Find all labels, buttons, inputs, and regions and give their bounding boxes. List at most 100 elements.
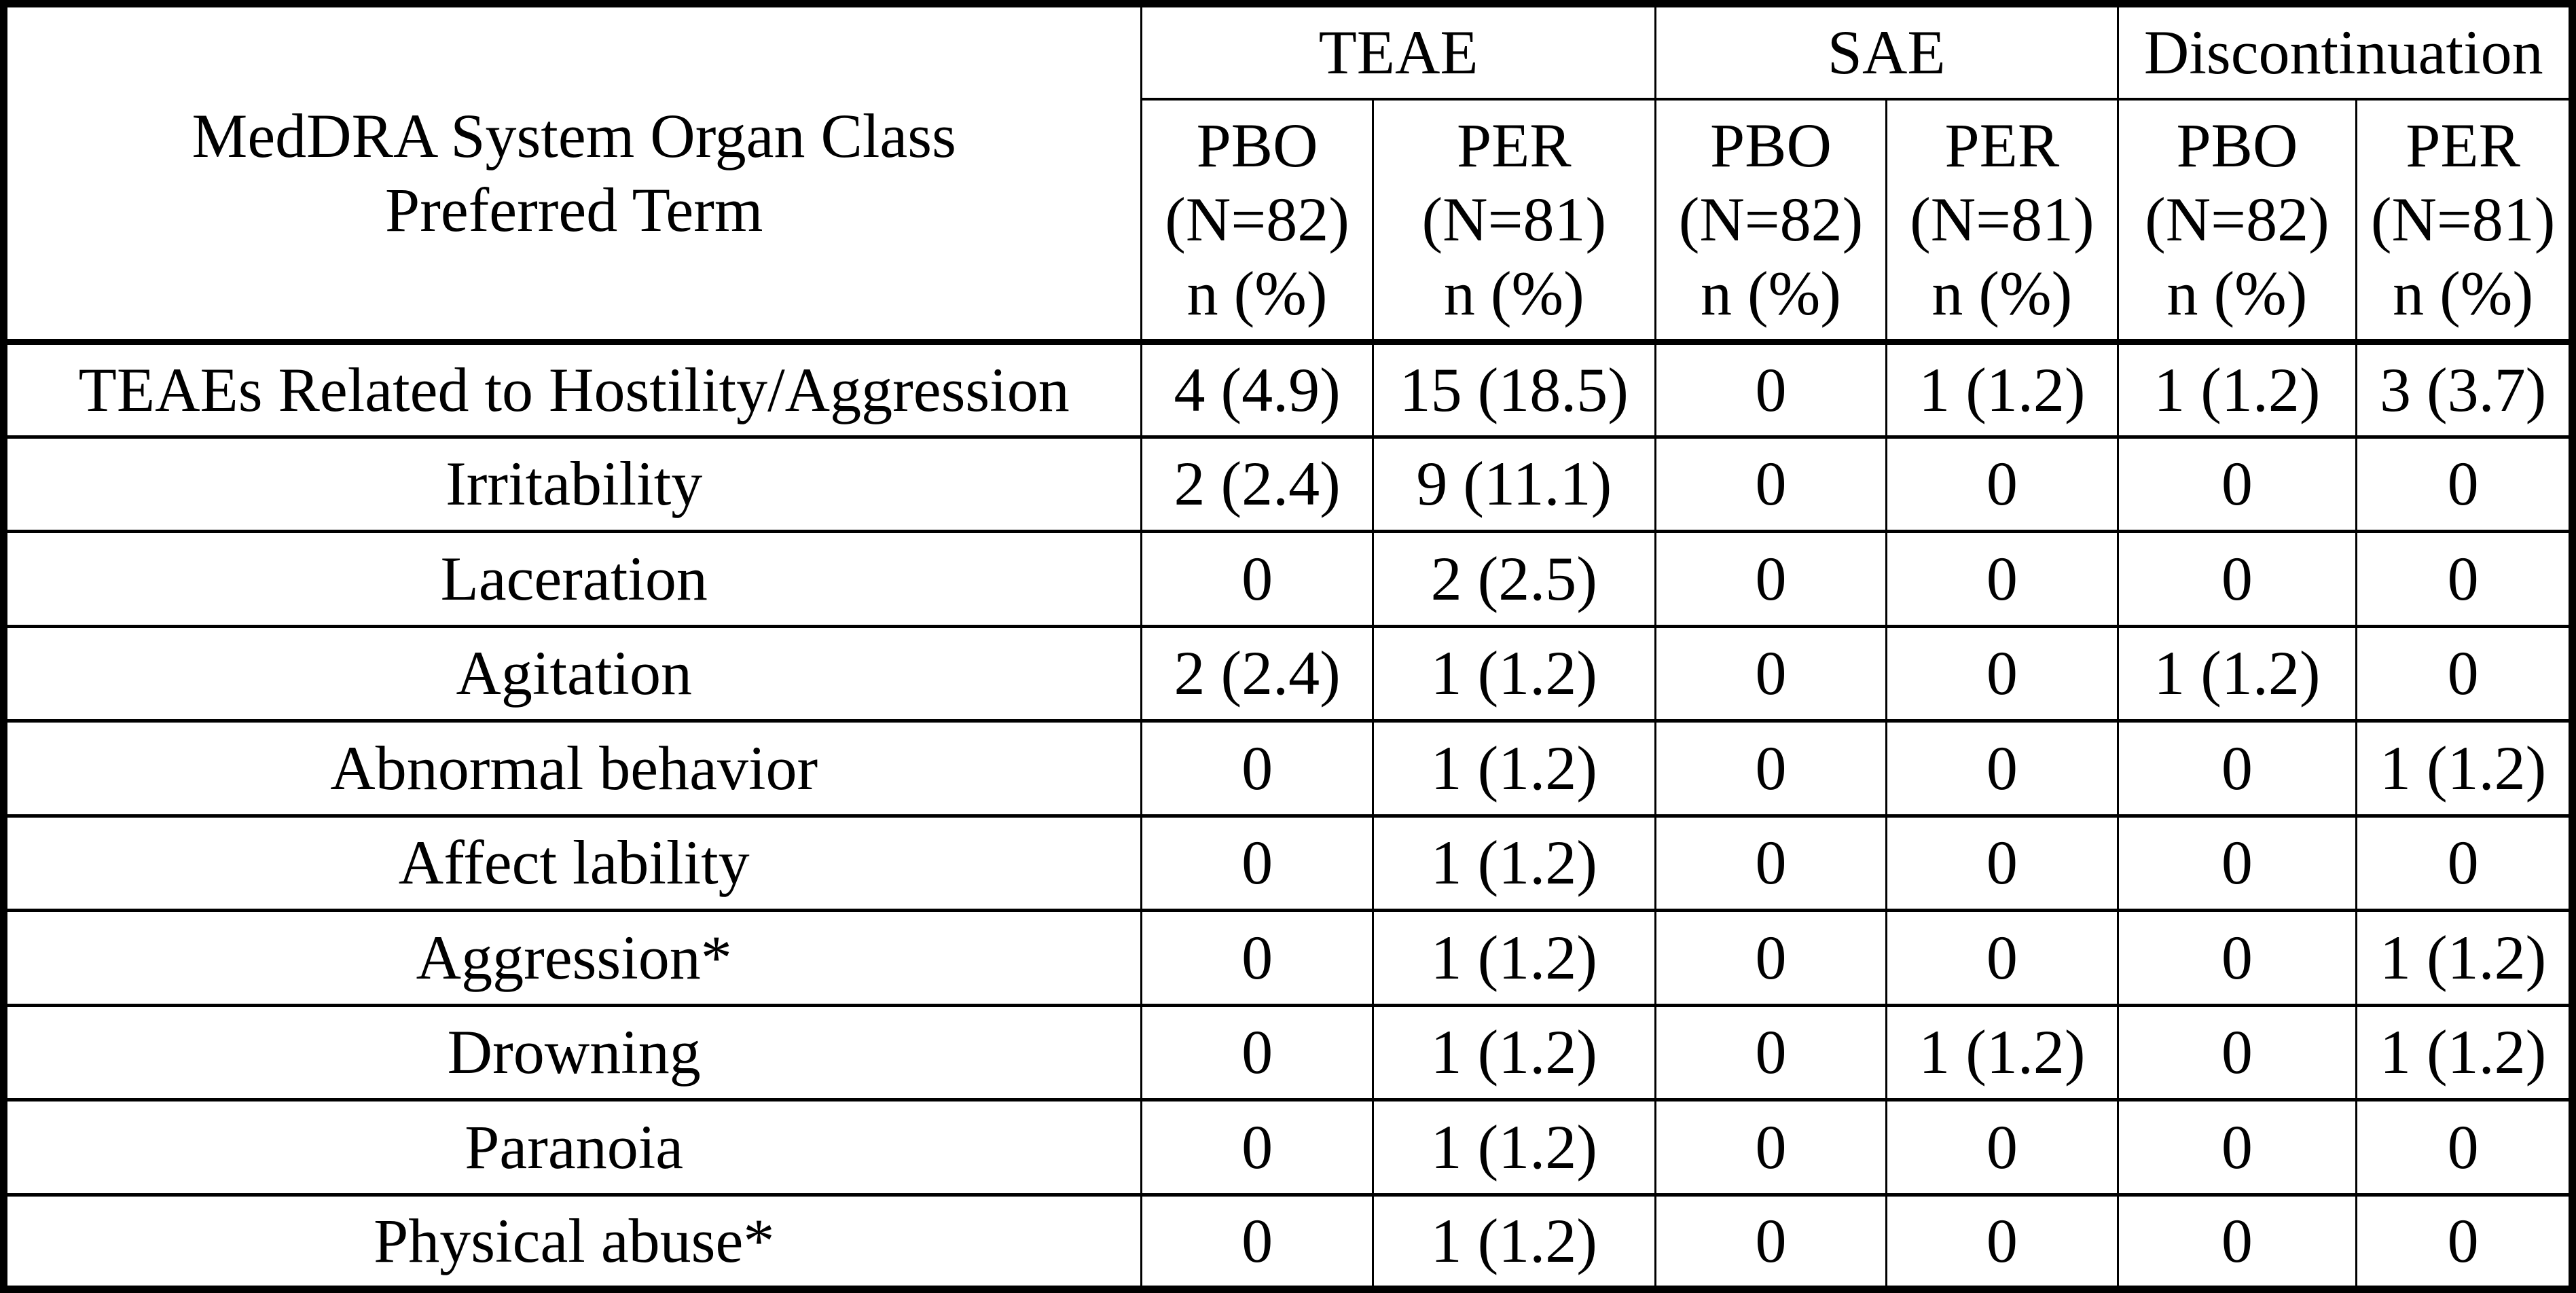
cell-teae-pbo: 0	[1140, 719, 1374, 818]
subcol-sae-per: PER (N=81) n (%)	[1885, 97, 2119, 345]
group-header-row: MedDRA System Organ Class Preferred Term…	[2, 2, 2574, 344]
cell-sae-per: 0	[1885, 1098, 2119, 1197]
cell-teae-per: 2 (2.5)	[1371, 530, 1656, 628]
subcol-arm: PBO	[1710, 111, 1832, 181]
cell-disc-per: 0	[2355, 435, 2573, 533]
cell-sae-pbo: 0	[1654, 1003, 1888, 1101]
cell-teae-pbo: 2 (2.4)	[1140, 435, 1374, 533]
table-row-agitation: Agitation 2 (2.4) 1 (1.2) 0 0 1 (1.2) 0	[2, 624, 2573, 723]
group-header-sae: SAE	[1654, 2, 2119, 101]
cell-sae-per: 1 (1.2)	[1885, 339, 2119, 439]
row-label: Physical abuse*	[2, 1192, 1143, 1291]
cell-sae-per: 0	[1885, 435, 2119, 533]
cell-sae-pbo: 0	[1654, 1192, 1888, 1291]
cell-teae-pbo: 0	[1140, 1003, 1374, 1101]
row-label: Abnormal behavior	[2, 719, 1143, 818]
subcol-n: (N=82)	[2145, 184, 2329, 254]
subcol-n: (N=82)	[1678, 184, 1864, 254]
table-row-irritability: Irritability 2 (2.4) 9 (11.1) 0 0 0 0	[2, 435, 2573, 533]
cell-teae-pbo: 0	[1140, 530, 1374, 628]
table-row-abnormal-behavior: Abnormal behavior 0 1 (1.2) 0 0 0 1 (1.2…	[2, 719, 2573, 818]
cell-disc-pbo: 1 (1.2)	[2116, 339, 2358, 439]
cell-teae-pbo: 0	[1140, 1098, 1374, 1197]
cell-disc-per: 0	[2355, 1192, 2573, 1291]
cell-disc-per: 0	[2355, 814, 2573, 912]
subcol-stat: n (%)	[1186, 258, 1328, 328]
subcol-arm: PBO	[1196, 111, 1318, 181]
table-row-affect-lability: Affect lability 0 1 (1.2) 0 0 0 0	[2, 814, 2573, 912]
row-label: Irritability	[2, 435, 1143, 533]
cell-disc-per: 3 (3.7)	[2355, 339, 2573, 439]
cell-disc-pbo: 1 (1.2)	[2116, 624, 2358, 723]
group-header-discontinuation: Discontinuation	[2116, 2, 2574, 101]
cell-disc-pbo: 0	[2116, 530, 2358, 628]
cell-teae-per: 1 (1.2)	[1371, 1192, 1656, 1291]
table-row-drowning: Drowning 0 1 (1.2) 0 1 (1.2) 0 1 (1.2)	[2, 1003, 2573, 1101]
corner-header-cell: MedDRA System Organ Class Preferred Term	[2, 2, 1143, 344]
cell-disc-per: 1 (1.2)	[2355, 909, 2573, 1007]
subcol-arm: PER	[2406, 111, 2520, 181]
subcol-stat: n (%)	[1443, 258, 1584, 328]
cell-sae-pbo: 0	[1654, 624, 1888, 723]
cell-sae-per: 1 (1.2)	[1885, 1003, 2119, 1101]
subcol-arm: PER	[1944, 111, 2060, 181]
subcol-stat: n (%)	[2166, 258, 2308, 328]
cell-sae-pbo: 0	[1654, 1098, 1888, 1197]
row-label: Aggression*	[2, 909, 1143, 1007]
subcol-arm: PER	[1456, 111, 1572, 181]
cell-sae-per: 0	[1885, 1192, 2119, 1291]
cell-disc-pbo: 0	[2116, 909, 2358, 1007]
row-label: TEAEs Related to Hostility/Aggression	[2, 339, 1143, 439]
subcol-arm: PBO	[2176, 111, 2298, 181]
subcol-n: (N=81)	[2370, 184, 2556, 254]
cell-sae-pbo: 0	[1654, 814, 1888, 912]
subcol-teae-per: PER (N=81) n (%)	[1371, 97, 1656, 345]
cell-teae-per: 9 (11.1)	[1371, 435, 1656, 533]
cell-sae-pbo: 0	[1654, 339, 1888, 439]
cell-disc-pbo: 0	[2116, 814, 2358, 912]
table-row-aggression: Aggression* 0 1 (1.2) 0 0 0 1 (1.2)	[2, 909, 2573, 1007]
sub-header-row: PBO (N=82) n (%) PER (N=81) n (%) PBO (N…	[4, 97, 2573, 345]
subcol-stat: n (%)	[2393, 258, 2534, 328]
cell-disc-per: 1 (1.2)	[2355, 1003, 2573, 1101]
subcol-disc-pbo: PBO (N=82) n (%)	[2116, 97, 2358, 345]
cell-teae-pbo: 4 (4.9)	[1140, 339, 1374, 439]
cell-sae-pbo: 0	[1654, 719, 1888, 818]
cell-disc-per: 0	[2355, 1098, 2573, 1197]
table-row-teaes-related: TEAEs Related to Hostility/Aggression 4 …	[2, 339, 2573, 439]
group-header-teae: TEAE	[1140, 2, 1656, 101]
cell-teae-pbo: 0	[1140, 814, 1374, 912]
cell-disc-pbo: 0	[2116, 719, 2358, 818]
cell-teae-pbo: 0	[1140, 909, 1374, 1007]
row-label: Paranoia	[2, 1098, 1143, 1197]
cell-teae-per: 15 (18.5)	[1371, 339, 1656, 439]
cell-teae-pbo: 0	[1140, 1192, 1374, 1291]
cell-disc-per: 0	[2355, 530, 2573, 628]
cell-disc-pbo: 0	[2116, 1003, 2358, 1101]
corner-header-line1: MedDRA System Organ Class	[192, 101, 956, 171]
row-label: Agitation	[2, 624, 1143, 723]
cell-sae-per: 0	[1885, 814, 2119, 912]
cell-sae-per: 0	[1885, 719, 2119, 818]
cell-sae-pbo: 0	[1654, 530, 1888, 628]
cell-sae-per: 0	[1885, 530, 2119, 628]
subcol-stat: n (%)	[1931, 258, 2073, 328]
cell-sae-per: 0	[1885, 624, 2119, 723]
cell-sae-pbo: 0	[1654, 435, 1888, 533]
cell-disc-pbo: 0	[2116, 1192, 2358, 1291]
cell-sae-per: 0	[1885, 909, 2119, 1007]
subcol-n: (N=81)	[1910, 184, 2094, 254]
cell-sae-pbo: 0	[1654, 909, 1888, 1007]
cell-teae-pbo: 2 (2.4)	[1140, 624, 1374, 723]
row-label: Affect lability	[2, 814, 1143, 912]
cell-disc-pbo: 0	[2116, 435, 2358, 533]
row-label: Drowning	[2, 1003, 1143, 1101]
subcol-teae-pbo: PBO (N=82) n (%)	[1140, 97, 1374, 345]
subcol-n: (N=81)	[1421, 184, 1607, 254]
subcol-n: (N=82)	[1165, 184, 1349, 254]
cell-teae-per: 1 (1.2)	[1371, 1098, 1656, 1197]
cell-disc-per: 1 (1.2)	[2355, 719, 2573, 818]
cell-teae-per: 1 (1.2)	[1371, 624, 1656, 723]
